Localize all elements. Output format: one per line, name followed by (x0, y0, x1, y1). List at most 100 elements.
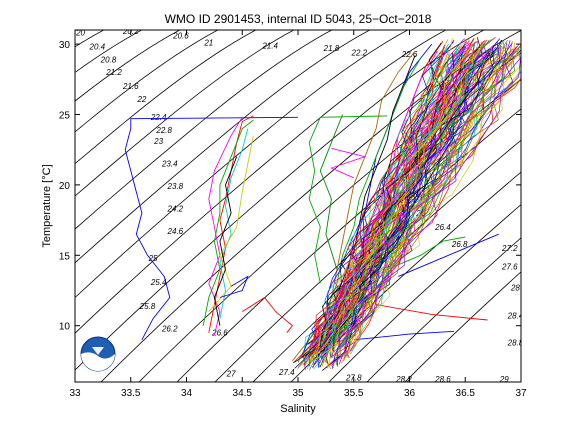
contour-label: 25.8 (139, 302, 156, 311)
profile-line (309, 45, 445, 367)
chart-title: WMO ID 2901453, internal ID 5043, 25−Oct… (165, 12, 432, 26)
profile-line (330, 39, 492, 344)
contour-label: 23.4 (161, 160, 178, 169)
contour-label: 26.4 (434, 223, 451, 232)
density-contour-line (100, 30, 521, 382)
contour-label: 21 (203, 38, 213, 47)
profile-line (346, 53, 514, 358)
contour-label: 29 (499, 375, 509, 384)
profile-line (330, 44, 520, 366)
profile-line (317, 39, 474, 345)
contour-label: 28.8 (507, 338, 524, 347)
contour-label: 23.8 (167, 182, 184, 191)
contour-label: 26.2 (161, 324, 178, 333)
density-contour-line (290, 171, 521, 382)
density-contour-line (75, 30, 257, 165)
noaa-logo (80, 336, 116, 372)
profile-line (353, 330, 455, 341)
profile-line (330, 147, 367, 179)
profile-line (326, 46, 521, 368)
profile-line (342, 41, 513, 346)
contour-label: 27 (226, 369, 236, 378)
profile-line (208, 135, 254, 312)
profile-line (302, 48, 462, 370)
density-contour-line (75, 30, 409, 299)
y-tick-label: 15 (59, 251, 71, 262)
profile-line (293, 41, 498, 364)
profile-line (340, 50, 521, 364)
contour-label: 28.4 (507, 312, 524, 321)
contour-label: 20 (75, 29, 85, 38)
profile-line (301, 52, 455, 358)
density-contour-line (0, 5, 13, 382)
contour-label: 24.2 (167, 205, 184, 214)
contour-label: 20.6 (172, 31, 189, 40)
y-tick-label: 20 (59, 181, 71, 192)
density-contour-line (75, 30, 447, 334)
density-contour-line (328, 204, 521, 382)
density-contour-line (75, 30, 485, 371)
profile-line (329, 48, 474, 353)
x-tick-label: 36.5 (456, 388, 476, 399)
density-contour-line (75, 30, 143, 73)
profile-line (319, 114, 344, 270)
x-axis-ticks: 33 33.5 34 34.5 35 35.5 36 36.5 37 (69, 30, 527, 399)
profile-line (313, 50, 489, 356)
x-tick-label: 37 (515, 388, 527, 399)
profile-line (309, 50, 475, 356)
contour-label: 25 (148, 254, 158, 263)
density-contour-line (75, 30, 333, 230)
contour-label: 24.6 (167, 227, 184, 236)
profile-line (242, 296, 294, 333)
x-tick-label: 33 (69, 388, 81, 399)
contour-label: 23 (153, 137, 163, 146)
profile-line (311, 40, 486, 363)
profile-line (338, 58, 521, 365)
y-axis-label: Temperature [°C] (41, 164, 53, 247)
y-axis-ticks: 10 15 20 25 30 (59, 40, 521, 333)
x-tick-label: 34.5 (233, 388, 253, 399)
profile-line (208, 117, 243, 336)
profile-line (349, 49, 521, 355)
density-contour-line (75, 30, 219, 133)
contour-label: 26.8 (451, 240, 468, 249)
profile-line (398, 233, 499, 277)
x-tick-label: 33.5 (121, 388, 141, 399)
density-contour-labels: 20 20.220.420.620.82121.221.421.621.82222… (75, 29, 524, 384)
contour-label: 28.2 (395, 375, 412, 384)
profile-line (321, 39, 488, 362)
profile-lines (124, 36, 521, 371)
y-tick-label: 25 (59, 110, 71, 121)
contour-label: 27.4 (278, 368, 295, 377)
profile-line (308, 115, 388, 284)
contour-label: 21.6 (122, 82, 139, 91)
contour-label: 22.6 (401, 50, 418, 59)
profile-line (313, 42, 471, 348)
x-tick-label: 35.5 (344, 388, 364, 399)
profile-line (213, 156, 238, 326)
profile-line (219, 275, 249, 298)
x-tick-label: 34 (181, 388, 193, 399)
density-contour-line (214, 108, 521, 382)
contour-label: 25.4 (150, 278, 167, 287)
profile-line (376, 304, 488, 321)
contour-label: 21.4 (261, 41, 278, 50)
density-contour-line (404, 271, 521, 382)
y-tick-label: 30 (59, 40, 71, 51)
x-tick-label: 35 (292, 388, 304, 399)
density-contour-line (366, 237, 521, 382)
y-tick-label: 10 (59, 322, 71, 333)
profile-line (297, 46, 493, 369)
profile-line (300, 53, 440, 359)
profile-line (336, 57, 521, 367)
contour-label: 20.4 (89, 43, 106, 52)
contour-label: 22 (136, 95, 146, 104)
profile-line (124, 116, 299, 341)
contour-label: 28 (510, 283, 520, 292)
density-contour-line (75, 30, 295, 197)
x-axis-label: Salinity (280, 403, 316, 415)
x-tick-label: 36 (404, 388, 416, 399)
profile-line (349, 46, 497, 352)
contour-label: 22.4 (150, 113, 167, 122)
